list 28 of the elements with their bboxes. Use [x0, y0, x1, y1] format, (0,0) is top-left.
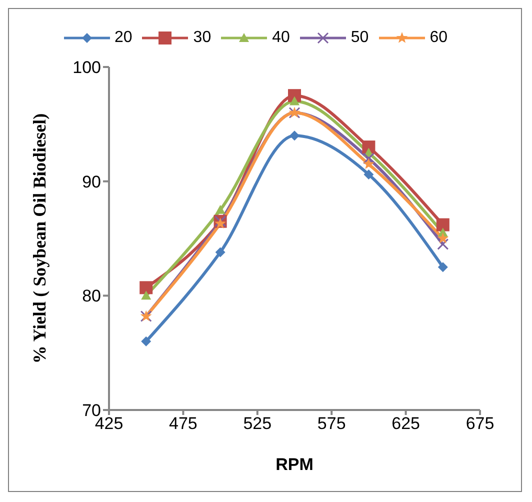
point	[141, 336, 152, 346]
x-axis-title: RPM	[276, 455, 314, 474]
point	[141, 290, 152, 300]
point	[290, 130, 300, 141]
x-tick-label: 475	[169, 414, 198, 434]
point	[437, 232, 449, 244]
point	[437, 238, 449, 250]
legend-label: 40	[271, 29, 290, 47]
point	[215, 204, 226, 214]
y-tick-label: 80	[82, 286, 101, 306]
point	[364, 169, 374, 180]
y-tick-label: 90	[82, 172, 101, 192]
point	[215, 247, 226, 258]
x-tick-label: 625	[392, 414, 420, 434]
point	[362, 158, 374, 170]
x-tick-label: 675	[466, 414, 494, 434]
point	[436, 218, 450, 232]
legend-label: 30	[192, 29, 212, 47]
legend-label: 50	[350, 29, 369, 47]
x-tick-label: 575	[317, 414, 346, 434]
y-axis-title: % Yield ( Soybean Oil Biodiesel)	[29, 113, 50, 364]
y-tick-label: 100	[72, 58, 101, 78]
legend-label: 20	[114, 29, 132, 47]
point	[362, 152, 374, 164]
point	[438, 262, 448, 272]
point	[140, 281, 153, 294]
x-tick-label: 525	[243, 414, 272, 434]
legend-label: 60	[428, 29, 448, 47]
